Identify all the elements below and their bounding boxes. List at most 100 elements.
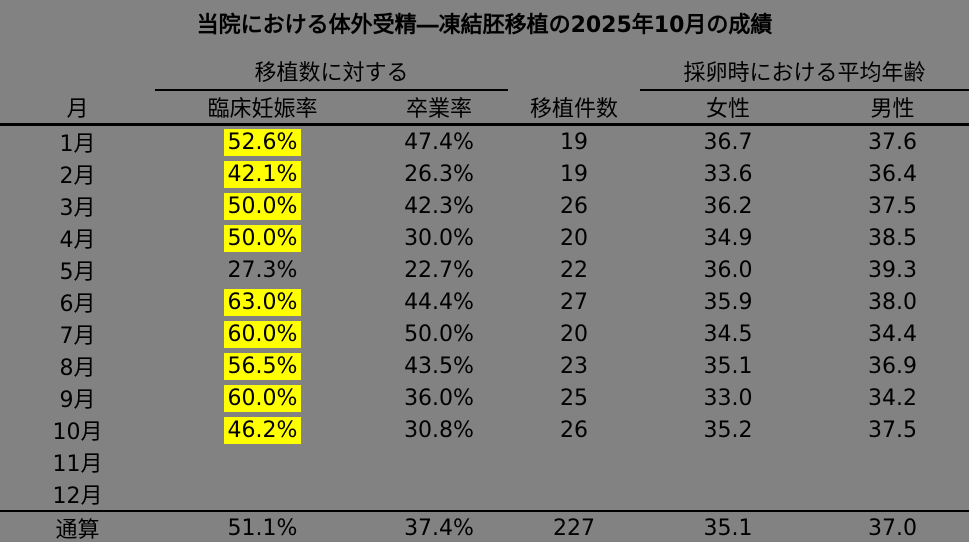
- group-header-spacer: [0, 50, 155, 90]
- table-row: 7月 60.0% 50.0% 20 34.5 34.4: [0, 318, 969, 350]
- col-header-female: 女性: [640, 90, 817, 126]
- highlighted-value: 52.6%: [223, 128, 302, 156]
- cell-month: 6月: [59, 292, 96, 317]
- cell-male-age: 37.5: [868, 193, 918, 219]
- cell-female-age: 33.0: [703, 385, 753, 411]
- cell-transfer-count: 26: [560, 417, 589, 443]
- group-header-row: 移植数に対する 採卵時における平均年齢: [0, 50, 969, 91]
- table-row: 6月 63.0% 44.4% 27 35.9 38.0: [0, 286, 969, 318]
- cell-pregnancy-rate: 42.1%: [155, 158, 370, 190]
- cell-graduation-rate: 44.4%: [404, 289, 474, 315]
- highlighted-value: 42.1%: [223, 160, 302, 188]
- cell-pregnancy-rate: 46.2%: [155, 414, 370, 446]
- cell-pregnancy-rate: 50.0%: [155, 190, 370, 222]
- cell-female-age: 36.0: [703, 257, 753, 283]
- table-row: 9月 60.0% 36.0% 25 33.0 34.2: [0, 382, 969, 414]
- cell-graduation-rate: 26.3%: [404, 161, 474, 187]
- cell-graduation-rate: 43.5%: [404, 353, 474, 379]
- cell-pregnancy-rate: 52.6%: [155, 125, 370, 159]
- cell-graduation-rate: 47.4%: [404, 129, 474, 155]
- table-row: 5月 27.3% 22.7% 22 36.0 39.3: [0, 254, 969, 286]
- table-row: 4月 50.0% 30.0% 20 34.9 38.5: [0, 222, 969, 254]
- cell-male-age: 36.4: [868, 161, 918, 187]
- group-header-spacer: [508, 50, 640, 90]
- cell-graduation-rate: 50.0%: [404, 321, 474, 347]
- cell-month: 3月: [59, 196, 96, 221]
- cell-female-age: [640, 478, 816, 511]
- cell-transfer-count: 227: [508, 510, 641, 542]
- col-header-pregnancy-rate: 臨床妊娠率: [155, 90, 370, 126]
- cell-graduation-rate: 36.0%: [404, 385, 474, 411]
- cell-pregnancy-rate: 63.0%: [155, 286, 370, 318]
- cell-month: 5月: [59, 260, 96, 285]
- cell-month: 7月: [59, 324, 96, 349]
- cell-graduation-rate: 22.7%: [404, 257, 474, 283]
- cell-month: 2月: [59, 164, 96, 189]
- cell-month: 1月: [59, 132, 96, 157]
- cell-male-age: [816, 446, 969, 478]
- cell-male-age: 36.9: [868, 353, 918, 379]
- cell-female-age: 35.1: [703, 353, 753, 379]
- cell-graduation-rate: 42.3%: [404, 193, 474, 219]
- table-row: 1月 52.6% 47.4% 19 36.7 37.6: [0, 125, 969, 159]
- cell-graduation-rate: 37.4%: [370, 510, 509, 542]
- cell-female-age: 34.5: [703, 321, 753, 347]
- cell-pregnancy-rate: 50.0%: [155, 222, 370, 254]
- cell-transfer-count: 19: [560, 129, 589, 155]
- cell-male-age: 34.2: [868, 385, 918, 411]
- cell-female-age: 33.6: [703, 161, 753, 187]
- cell-female-age: 35.1: [640, 510, 817, 542]
- cell-graduation-rate: 30.0%: [404, 225, 474, 251]
- results-table: 移植数に対する 採卵時における平均年齢 月 臨床妊娠率 卒業率 移植件数 女性 …: [0, 50, 969, 542]
- cell-graduation-rate: 30.8%: [404, 417, 474, 443]
- col-header-month: 月: [0, 90, 155, 126]
- table-row: 8月 56.5% 43.5% 23 35.1 36.9: [0, 350, 969, 382]
- cell-female-age: 36.2: [703, 193, 753, 219]
- cell-transfer-count: 20: [560, 321, 589, 347]
- cell-male-age: 37.5: [868, 417, 918, 443]
- cell-female-age: 34.9: [703, 225, 753, 251]
- cell-female-age: 36.7: [703, 129, 753, 155]
- cell-month: 4月: [59, 228, 96, 253]
- cell-transfer-count: 20: [560, 225, 589, 251]
- cell-female-age: [640, 446, 816, 478]
- highlighted-value: 60.0%: [223, 384, 302, 412]
- cell-pregnancy-rate: [155, 446, 370, 478]
- col-header-male: 男性: [816, 90, 969, 126]
- cell-male-age: 37.6: [868, 129, 918, 155]
- cell-transfer-count: 23: [560, 353, 589, 379]
- cell-female-age: 35.2: [703, 417, 753, 443]
- cell-male-age: 34.4: [868, 321, 918, 347]
- cell-transfer-count: [508, 478, 640, 511]
- cell-graduation-rate: [370, 478, 508, 511]
- table-row: 11月: [0, 446, 969, 478]
- table-row: 2月 42.1% 26.3% 19 33.6 36.4: [0, 158, 969, 190]
- cell-transfer-count: 25: [560, 385, 589, 411]
- highlighted-value: 60.0%: [223, 320, 302, 348]
- cell-transfer-count: 26: [560, 193, 589, 219]
- cell-month: 11月: [52, 452, 103, 477]
- highlighted-value: 56.5%: [223, 352, 302, 380]
- cell-pregnancy-rate: 60.0%: [155, 318, 370, 350]
- group-header-transfer-rates: 移植数に対する: [155, 50, 509, 91]
- highlighted-value: 50.0%: [223, 192, 302, 220]
- table-row: 10月 46.2% 30.8% 26 35.2 37.5: [0, 414, 969, 446]
- figure-title: 当院における体外受精―凍結胚移植の2025年10月の成績: [196, 13, 773, 38]
- cell-transfer-count: 27: [560, 289, 589, 315]
- cell-pregnancy-rate: 27.3%: [227, 257, 298, 283]
- cell-male-age: 39.3: [868, 257, 918, 283]
- cell-month: 通算: [0, 510, 155, 542]
- cell-month: 10月: [52, 420, 103, 445]
- cell-male-age: 38.0: [868, 289, 918, 315]
- cell-male-age: [816, 478, 969, 511]
- cell-pregnancy-rate: [155, 478, 370, 511]
- cell-pregnancy-rate: 60.0%: [155, 382, 370, 414]
- cell-male-age: 38.5: [868, 225, 918, 251]
- cell-transfer-count: [508, 446, 640, 478]
- table-row: 3月 50.0% 42.3% 26 36.2 37.5: [0, 190, 969, 222]
- cell-month: 12月: [52, 484, 103, 509]
- group-header-avg-age: 採卵時における平均年齢: [640, 50, 969, 91]
- highlighted-value: 50.0%: [223, 224, 302, 252]
- cell-male-age: 37.0: [816, 510, 969, 542]
